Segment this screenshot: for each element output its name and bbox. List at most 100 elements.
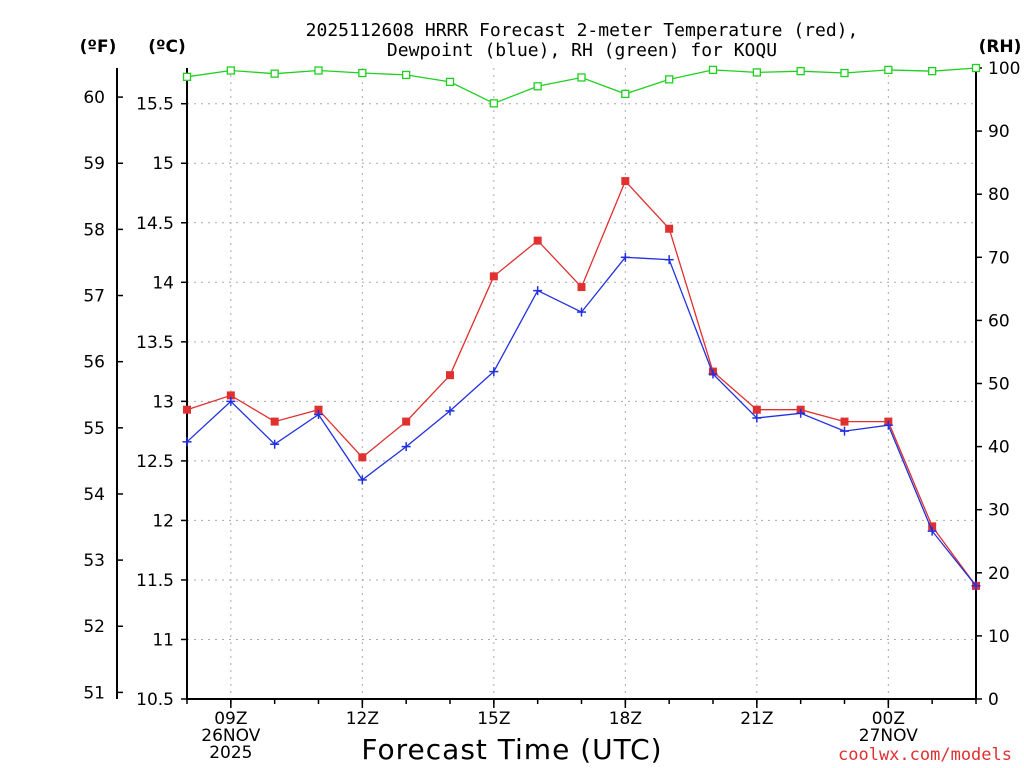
temperature-point [840, 417, 849, 426]
fahrenheit-tick-label: 55 [83, 419, 105, 439]
temperature-point [183, 405, 191, 414]
temperature-point [489, 272, 498, 281]
dewpoint-point [796, 408, 806, 418]
dewpoint-point [533, 286, 543, 296]
rh-point [840, 68, 849, 78]
axes [116, 67, 982, 708]
fahrenheit-tick-label: 54 [83, 485, 105, 505]
temperature-point [358, 453, 367, 462]
temperature-point [446, 371, 454, 380]
fahrenheit-tick-label: 57 [83, 287, 105, 307]
rh-unit-label: (RH) [979, 37, 1022, 57]
dewpoint-point [577, 307, 586, 317]
dewpoint-point [401, 442, 411, 452]
rh-tick-label: 40 [988, 438, 1010, 458]
celsius-unit-label: (ºC) [148, 37, 186, 57]
x-tick-label: 27NOV [859, 726, 918, 746]
rh-point [402, 70, 411, 80]
celsius-tick-label: 15.5 [136, 95, 174, 115]
rh-point [226, 66, 235, 75]
rh-line [186, 67, 977, 105]
rh-point [884, 65, 893, 75]
dewpoint-point [752, 413, 762, 423]
dewpoint-point [445, 406, 455, 416]
rh-tick-label: 30 [988, 501, 1010, 521]
rh-point [445, 77, 455, 87]
celsius-tick-label: 12 [152, 511, 174, 531]
celsius-tick-label: 11 [152, 630, 174, 650]
dewpoint-point [357, 475, 367, 485]
dewpoint-point [927, 526, 937, 536]
credit-link[interactable]: coolwx.com/models [838, 745, 1012, 765]
x-axis-label: Forecast Time (UTC) [361, 733, 662, 766]
rh-tick-label: 80 [988, 185, 1010, 205]
celsius-tick-label: 10.5 [136, 690, 174, 710]
temperature-point [621, 177, 630, 186]
temperature-line [186, 179, 977, 587]
celsius-tick-label: 12.5 [136, 452, 174, 472]
x-tick-label: 18Z [609, 709, 642, 729]
rh-point [533, 82, 542, 91]
dewpoint-point [226, 396, 236, 406]
x-tick-label: 09Z [214, 709, 247, 729]
x-tick-label: 00Z [872, 709, 905, 729]
dewpoint-point [620, 252, 630, 262]
rh-tick-label: 10 [988, 627, 1010, 647]
dewpoint-point [489, 367, 499, 377]
x-tick-label: 26NOV [201, 726, 260, 746]
dewpoint-point [664, 255, 674, 265]
data-series [182, 63, 981, 591]
chart-title-line2: Dewpoint (blue), RH (green) for KOQU [387, 40, 777, 61]
celsius-tick-label: 13 [152, 392, 174, 412]
rh-point [182, 72, 192, 81]
rh-point [796, 67, 805, 76]
fahrenheit-tick-label: 52 [83, 617, 105, 637]
temperature-point [577, 283, 586, 292]
celsius-tick-label: 11.5 [136, 571, 174, 591]
temperature-point [665, 224, 674, 233]
fahrenheit-tick-label: 58 [83, 220, 105, 240]
rh-tick-label: 20 [988, 564, 1010, 584]
celsius-tick-label: 14 [152, 273, 174, 293]
temperature-point [402, 417, 411, 426]
rh-tick-label: 70 [988, 248, 1010, 268]
temperature-point [270, 417, 279, 426]
rh-point [270, 69, 279, 78]
temperature-point [533, 236, 542, 245]
rh-point [358, 68, 367, 78]
rh-point [971, 63, 981, 73]
tick-labels: 51 52 53 54 55 56 57 58 59 60 10.5 11 11.5 12 12.5 13 13… [83, 59, 1020, 763]
celsius-tick-label: 13.5 [136, 333, 174, 353]
x-tick-label: 21Z [740, 709, 773, 729]
fahrenheit-unit-label: (ºF) [80, 37, 117, 57]
rh-point [928, 67, 937, 76]
x-tick-label: 15Z [477, 709, 510, 729]
temperature-point [928, 522, 937, 531]
dewpoint-point [971, 581, 981, 591]
x-tick-label: 2025 [209, 743, 252, 763]
celsius-tick-label: 15 [152, 154, 174, 174]
dewpoint-point [314, 409, 323, 419]
fahrenheit-tick-label: 60 [83, 88, 105, 108]
rh-tick-label: 90 [988, 122, 1010, 142]
rh-tick-label: 100 [988, 59, 1020, 79]
rh-point [708, 65, 718, 75]
temperature-point [752, 405, 761, 414]
x-tick-label: 12Z [346, 709, 379, 729]
dewpoint-point [840, 426, 849, 436]
fahrenheit-tick-label: 56 [83, 353, 105, 373]
grid-lines [187, 68, 976, 699]
fahrenheit-tick-label: 59 [83, 154, 105, 174]
rh-point [314, 66, 323, 75]
dewpoint-point [182, 437, 192, 447]
rh-point [621, 89, 630, 99]
temperature-point [314, 405, 323, 414]
fahrenheit-tick-label: 51 [83, 683, 105, 703]
rh-tick-label: 60 [988, 311, 1010, 331]
chart-title-line1: 2025112608 HRRR Forecast 2-meter Tempera… [306, 20, 859, 41]
rh-point [665, 75, 674, 84]
dewpoint-point [883, 420, 893, 430]
rh-tick-label: 0 [988, 690, 999, 710]
